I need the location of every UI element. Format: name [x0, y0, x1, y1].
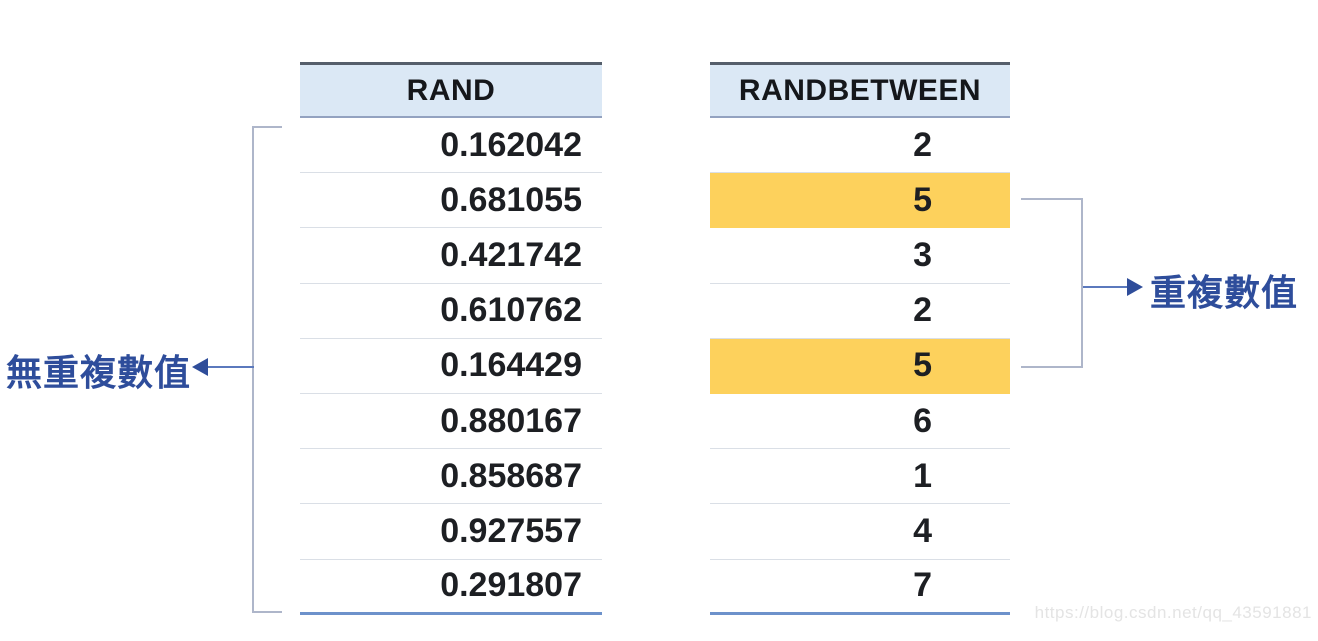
randbetween-cell: 5 — [913, 180, 932, 219]
table-row: 0.164429 — [300, 338, 602, 394]
table-row: 6 — [710, 393, 1010, 450]
table-row: 4 — [710, 504, 1010, 560]
randbetween-table-header: RANDBETWEEN — [710, 62, 1010, 118]
rand-cell: 0.681055 — [440, 180, 582, 219]
randbetween-cell: 2 — [913, 291, 932, 330]
table-row: 2 — [710, 118, 1010, 174]
left-bracket-vertical-line — [252, 126, 254, 613]
no-duplicates-label: 無重複數值 — [6, 352, 192, 393]
rand-table-header: RAND — [300, 62, 602, 118]
table-row: 0.858687 — [300, 449, 602, 505]
table-row: 0.681055 — [300, 173, 602, 229]
table-row: 0.421742 — [300, 228, 602, 284]
rand-cell: 0.164429 — [440, 346, 582, 385]
rand-cell: 0.162042 — [440, 125, 582, 164]
table-row: 0.927557 — [300, 504, 602, 560]
table-row: 0.291807 — [300, 559, 602, 615]
table-row-highlighted: 5 — [710, 338, 1010, 394]
table-row: 2 — [710, 283, 1010, 339]
randbetween-cell: 5 — [913, 346, 932, 385]
randbetween-cell: 3 — [913, 235, 932, 274]
randbetween-cell: 7 — [913, 566, 932, 605]
rand-cell: 0.421742 — [440, 235, 582, 274]
table-row-highlighted: 5 — [710, 173, 1010, 229]
table-row: 0.880167 — [300, 393, 602, 450]
right-bracket-bottom-tick — [1021, 366, 1083, 368]
left-bracket-top-tick — [252, 126, 282, 128]
arrow-left-icon — [192, 358, 208, 376]
arrow-right-icon — [1127, 278, 1143, 296]
rand-cell: 0.610762 — [440, 291, 582, 330]
right-arrow-line — [1083, 286, 1127, 288]
randbetween-cell: 2 — [913, 125, 932, 164]
randbetween-cell: 1 — [913, 456, 932, 495]
rand-cell: 0.880167 — [440, 401, 582, 440]
table-row: 1 — [710, 449, 1010, 505]
rand-table: RAND 0.162042 0.681055 0.421742 0.610762… — [300, 62, 602, 615]
rand-cell: 0.858687 — [440, 456, 582, 495]
right-bracket-top-tick — [1021, 198, 1083, 200]
table-row: 0.610762 — [300, 283, 602, 339]
rand-table-body: 0.162042 0.681055 0.421742 0.610762 0.16… — [300, 118, 602, 615]
left-arrow-line — [206, 366, 254, 368]
randbetween-cell: 4 — [913, 511, 932, 550]
rand-cell: 0.291807 — [440, 566, 582, 605]
randbetween-table: RANDBETWEEN 2 5 3 2 5 6 1 4 7 — [710, 62, 1010, 615]
right-bracket-vertical-line — [1081, 198, 1083, 368]
table-row: 7 — [710, 559, 1010, 615]
table-row: 3 — [710, 228, 1010, 284]
randbetween-cell: 6 — [913, 401, 932, 440]
rand-cell: 0.927557 — [440, 511, 582, 550]
table-row: 0.162042 — [300, 118, 602, 174]
left-bracket-bottom-tick — [252, 611, 282, 613]
randbetween-table-body: 2 5 3 2 5 6 1 4 7 — [710, 118, 1010, 615]
duplicates-label: 重複數值 — [1150, 272, 1299, 313]
watermark: https://blog.csdn.net/qq_43591881 — [1034, 603, 1312, 622]
